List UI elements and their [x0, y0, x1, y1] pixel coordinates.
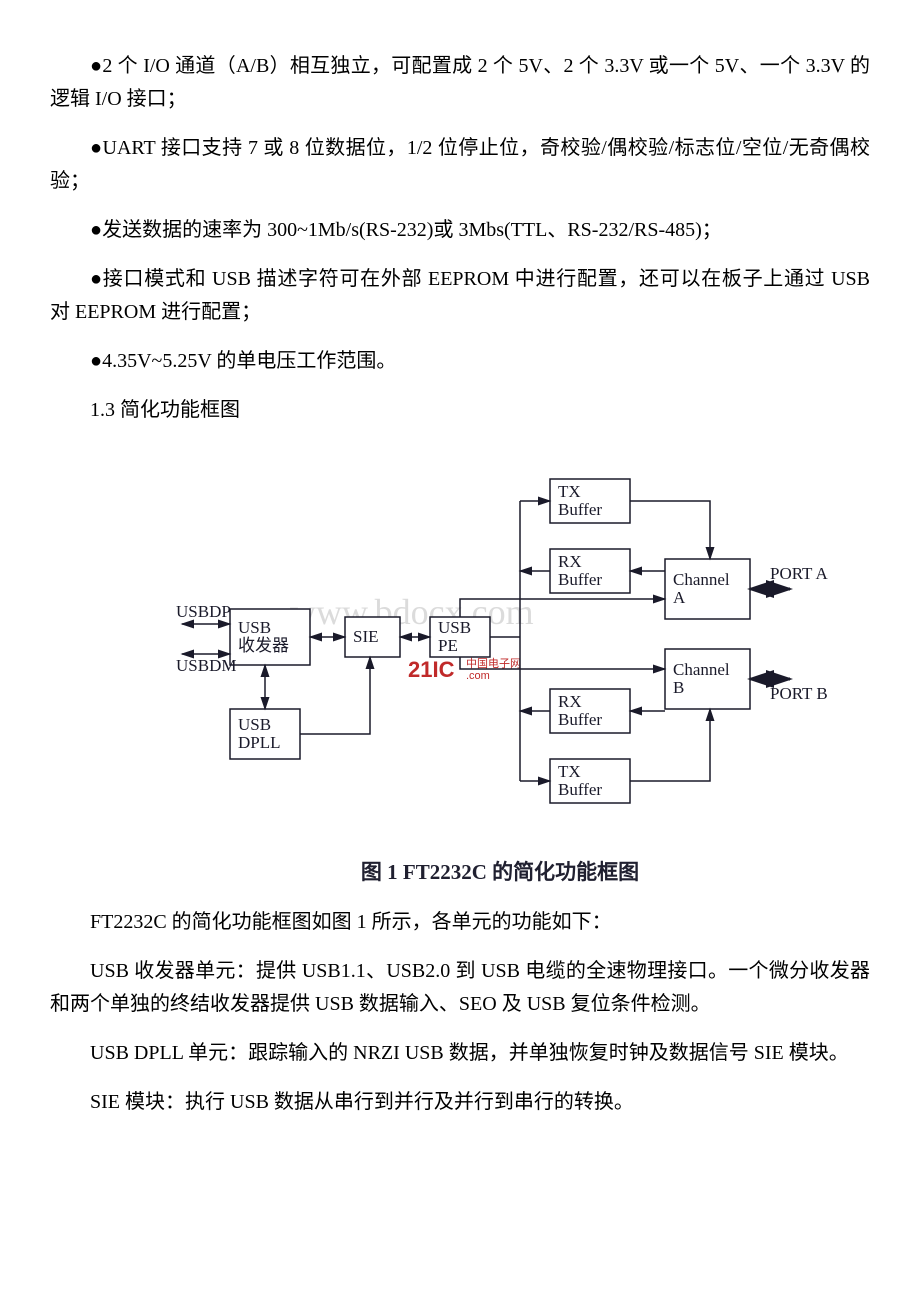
label-usbdm: USBDM	[176, 656, 236, 675]
figure-block-diagram: www.bdocx.com 21IC 中国电子网 .com USB收发器 USB…	[170, 445, 830, 896]
para-sie: SIE 模块：执行 USB 数据从串行到并行及并行到串行的转换。	[50, 1086, 870, 1119]
para-intro-units: FT2232C 的简化功能框图如图 1 所示，各单元的功能如下：	[50, 906, 870, 939]
para-usb-dpll: USB DPLL 单元：跟踪输入的 NRZI USB 数据，并单独恢复时钟及数据…	[50, 1037, 870, 1070]
node-usb-pe: USBPE	[430, 617, 490, 657]
document-page: ●2 个 I/O 通道（A/B）相互独立，可配置成 2 个 5V、2 个 3.3…	[0, 0, 920, 1195]
node-usb-dpll: USBDPLL	[230, 709, 300, 759]
label-usbdp: USBDP	[176, 602, 231, 621]
node-rx-buffer-a: RXBuffer	[550, 549, 630, 593]
label-port-a: PORT A	[770, 564, 828, 583]
figure-caption: 图 1 FT2232C 的简化功能框图	[170, 855, 830, 890]
block-diagram-svg: www.bdocx.com 21IC 中国电子网 .com USB收发器 USB…	[170, 449, 830, 849]
wire-txa-cha	[630, 501, 710, 559]
bullet-voltage-range: ●4.35V~5.25V 的单电压工作范围。	[50, 345, 870, 378]
wire-dpll-sie	[300, 657, 370, 734]
svg-text:21IC: 21IC	[408, 657, 455, 682]
node-usb-transceiver: USB收发器	[230, 609, 310, 665]
bullet-baud-rate: ●发送数据的速率为 300~1Mb/s(RS-232)或 3Mbs(TTL、RS…	[50, 214, 870, 247]
node-channel-b: ChannelB	[665, 649, 750, 709]
svg-text:.com: .com	[466, 670, 490, 682]
watermark-text: www.bdocx.com	[290, 592, 534, 632]
node-tx-buffer-b: TXBuffer	[550, 759, 630, 803]
section-heading-block-diagram: 1.3 简化功能框图	[50, 394, 870, 427]
para-usb-transceiver: USB 收发器单元：提供 USB1.1、USB2.0 到 USB 电缆的全速物理…	[50, 955, 870, 1021]
svg-text:中国电子网: 中国电子网	[466, 657, 521, 670]
wire-txb-chb	[630, 709, 710, 781]
bullet-io-channels: ●2 个 I/O 通道（A/B）相互独立，可配置成 2 个 5V、2 个 3.3…	[50, 50, 870, 116]
bullet-uart: ●UART 接口支持 7 或 8 位数据位，1/2 位停止位，奇校验/偶校验/标…	[50, 132, 870, 198]
node-tx-buffer-a: TXBuffer	[550, 479, 630, 523]
svg-text:SIE: SIE	[353, 627, 379, 646]
bullet-eeprom-config: ●接口模式和 USB 描述字符可在外部 EEPROM 中进行配置，还可以在板子上…	[50, 263, 870, 329]
node-rx-buffer-b: RXBuffer	[550, 689, 630, 733]
label-port-b: PORT B	[770, 684, 828, 703]
node-channel-a: ChannelA	[665, 559, 750, 619]
node-sie: SIE	[345, 617, 400, 657]
